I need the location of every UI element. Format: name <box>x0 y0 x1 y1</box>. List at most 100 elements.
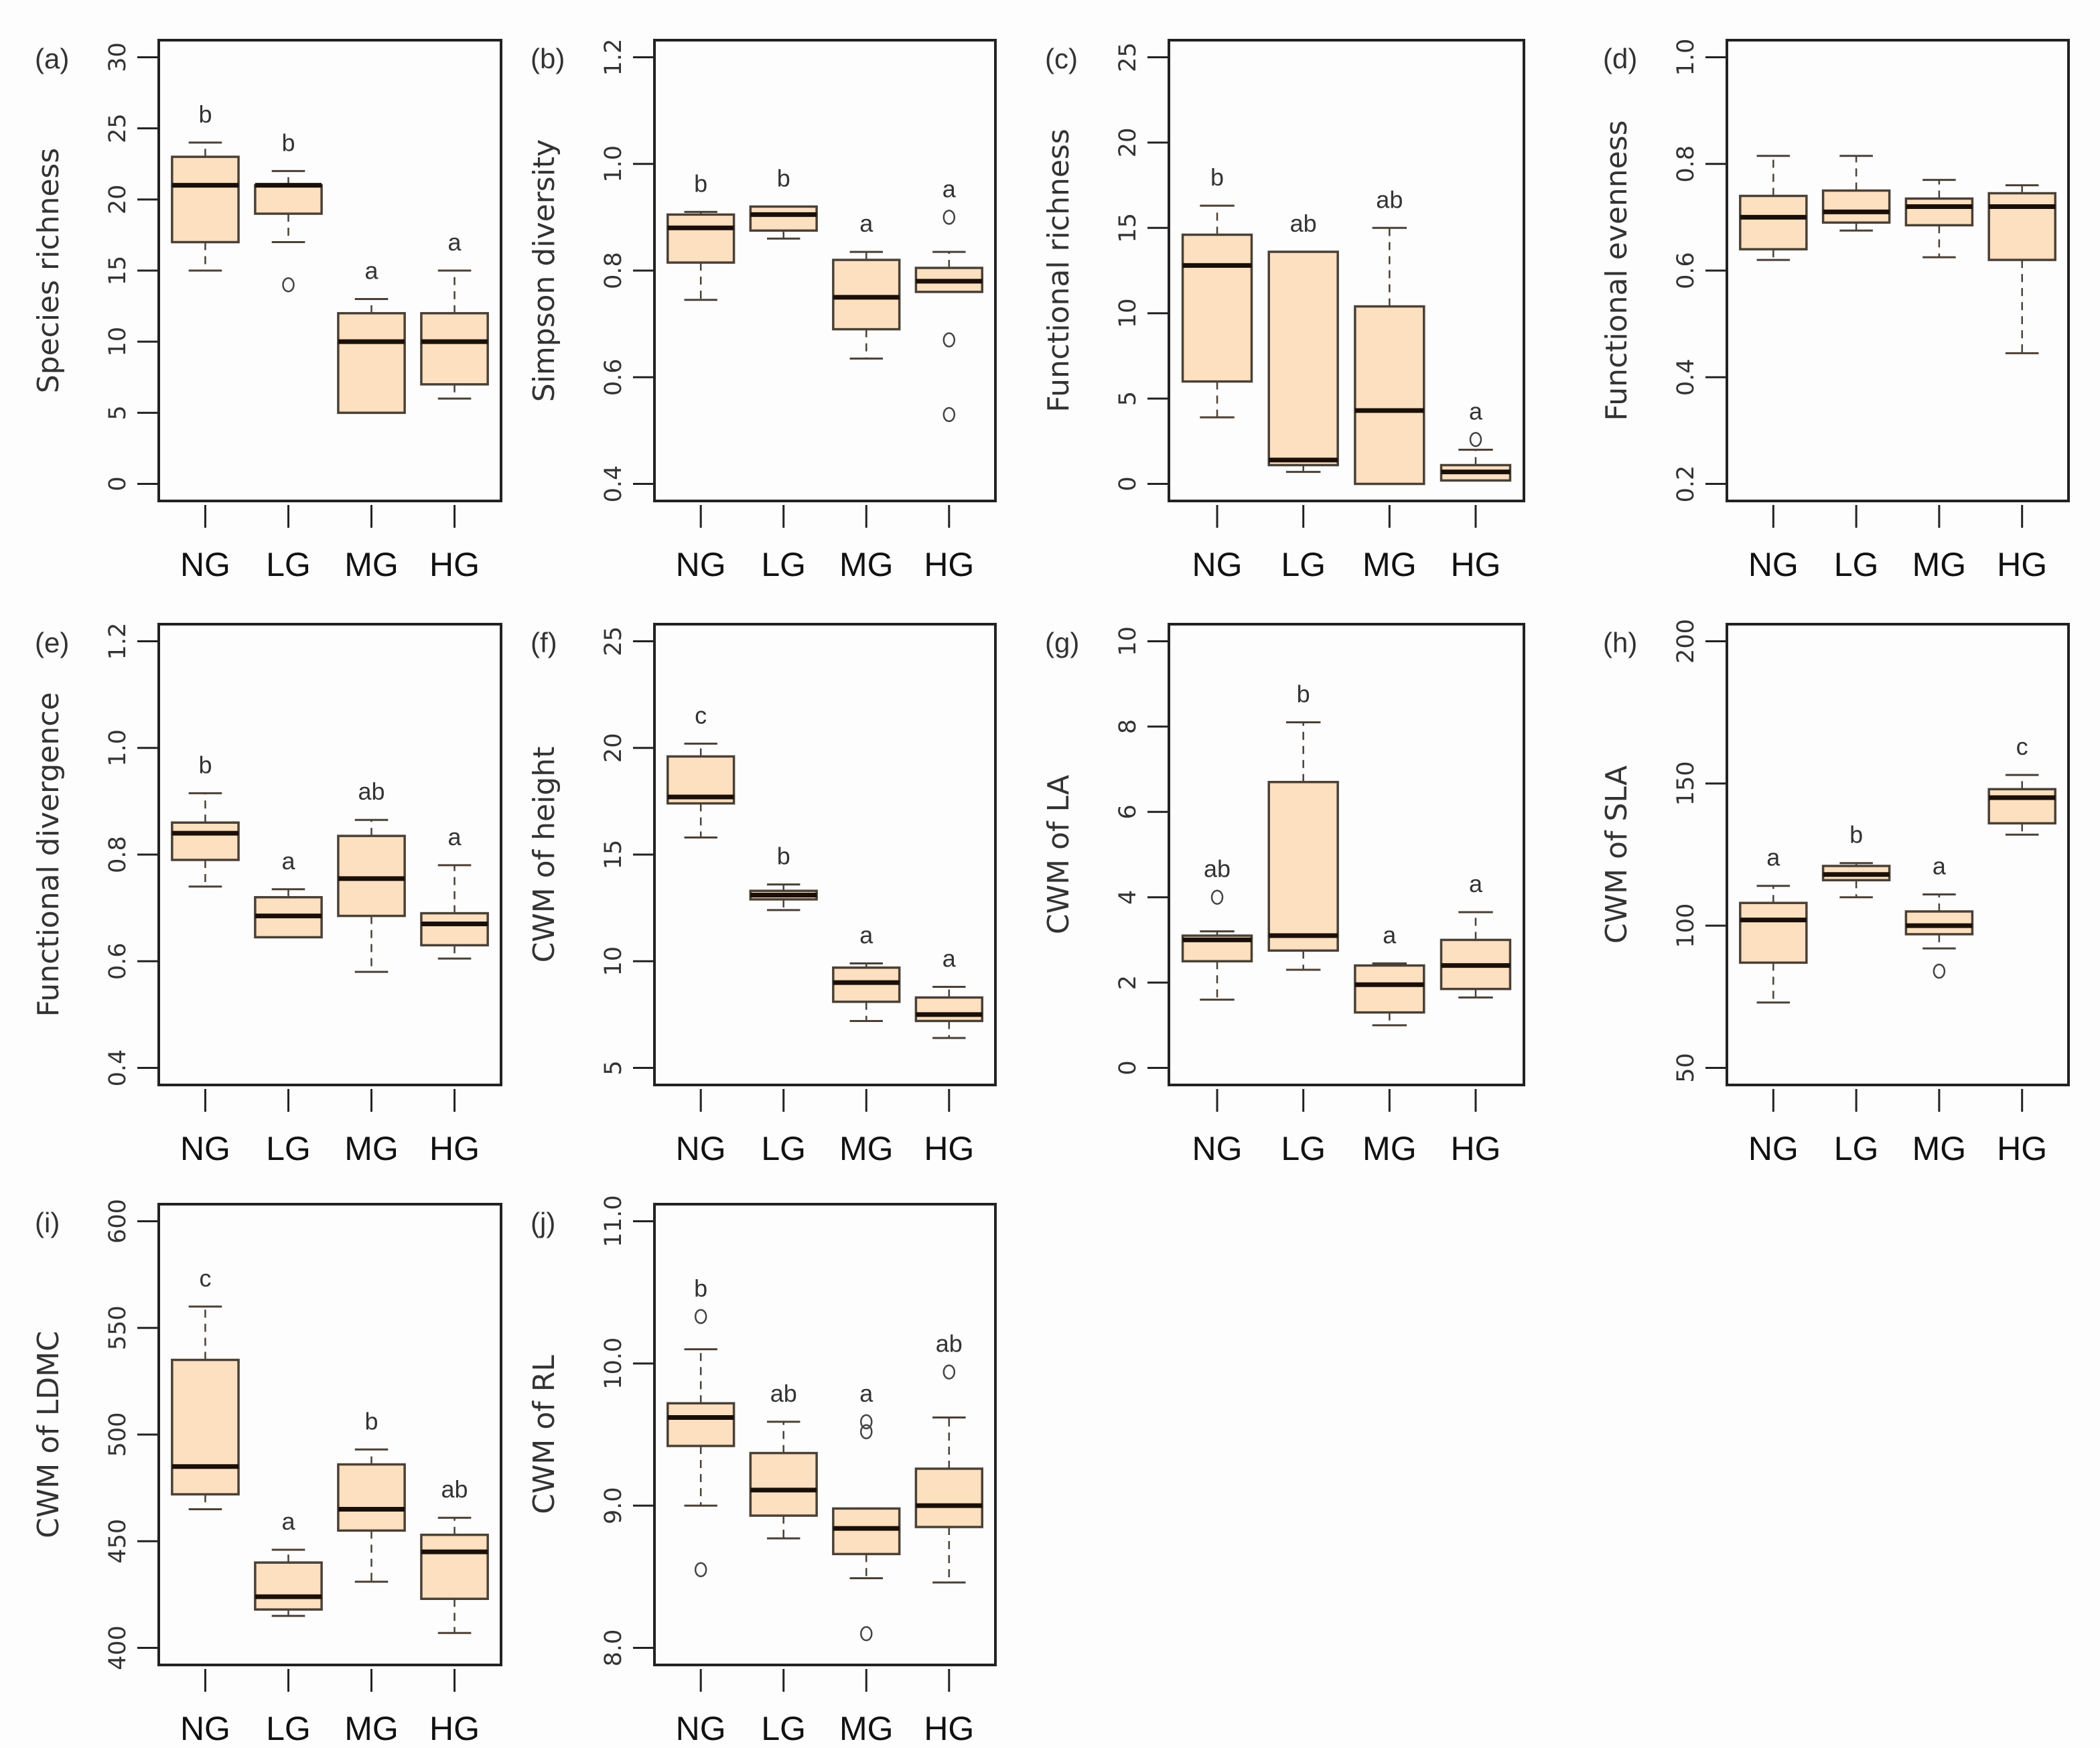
panel-e: 0.4 0.6 0.8 1.0 1.2 Functional divergence (e) N… <box>31 623 502 1167</box>
y-tick-label: 1.0 <box>104 729 131 767</box>
outlier-point <box>942 1364 956 1380</box>
box-LG: b <box>749 164 818 240</box>
y-tick-label: 0 <box>1115 1060 1141 1075</box>
box-HG: c <box>1987 733 2056 836</box>
y-tick-label: 450 <box>104 1519 131 1564</box>
box-LG <box>1821 155 1891 232</box>
x-tick-label-LG: LG <box>761 1710 806 1747</box>
iqr-box <box>171 1358 240 1496</box>
x-tick-label-NG: NG <box>180 1130 230 1167</box>
y-tick-label: 15 <box>600 840 627 870</box>
box-MG: a <box>832 921 901 1022</box>
x-tick-label-MG: MG <box>344 1130 399 1167</box>
iqr-box <box>667 213 736 264</box>
significance-letter: a <box>942 944 957 972</box>
x-tick-label-HG: HG <box>924 546 974 583</box>
y-axis-title: CWM of RL <box>527 1355 561 1514</box>
box-MG <box>1904 179 1974 259</box>
box-MG: a <box>832 1380 901 1642</box>
panel-g: 0 2 4 6 8 10 CWM of LA (g) NG ab LG b MG a HG a <box>1042 623 1525 1167</box>
y-tick-label: 9.0 <box>600 1487 627 1524</box>
significance-letter: a <box>281 1508 295 1535</box>
y-tick-label: 15 <box>1115 213 1141 243</box>
outlier-point <box>860 1424 873 1440</box>
y-tick-label: 25 <box>600 626 627 656</box>
iqr-box <box>171 155 240 244</box>
significance-letter: a <box>859 210 873 237</box>
y-tick-label: 5 <box>1115 391 1141 406</box>
y-tick-label: 5 <box>600 1060 627 1075</box>
outlier-point <box>282 277 295 293</box>
x-tick-label-LG: LG <box>1834 1130 1879 1167</box>
panel-j: 8.0 9.0 10.0 11.0 CWM of RL (j) NG b LG ab MG a HG ab <box>527 1195 997 1747</box>
y-tick-label: 0.8 <box>104 836 131 873</box>
x-tick-label-NG: NG <box>676 1710 726 1747</box>
box-HG: a <box>914 944 983 1039</box>
outlier-point <box>1469 432 1482 447</box>
iqr-box <box>832 1507 901 1556</box>
box-LG: ab <box>1267 210 1339 474</box>
iqr-box <box>1181 233 1253 383</box>
box-LG: b <box>254 129 323 293</box>
panel-c: 0 5 10 15 20 25 Functional richness (c) NG b LG ab M… <box>1042 39 1525 583</box>
box-NG: ab <box>1181 855 1253 1001</box>
panel-label: (a) <box>35 43 69 74</box>
significance-letter: ab <box>1204 855 1231 883</box>
significance-letter: ab <box>1290 210 1317 237</box>
y-tick-label: 0 <box>104 476 131 491</box>
outlier-point <box>1933 963 1946 979</box>
box-LG: b <box>1821 821 1891 899</box>
iqr-box <box>171 821 240 861</box>
y-tick-label: 0.4 <box>104 1049 131 1087</box>
box-NG: c <box>171 1264 240 1510</box>
box-HG: a <box>914 175 983 423</box>
y-tick-label: 10 <box>600 946 627 976</box>
y-tick-label: 0.6 <box>104 942 131 980</box>
x-tick-label-LG: LG <box>266 1710 311 1747</box>
significance-letter: b <box>281 129 295 156</box>
y-tick-label: 0.4 <box>600 465 627 503</box>
box-MG: ab <box>1354 186 1425 486</box>
y-axis-title: Functional evenness <box>1600 120 1634 421</box>
significance-letter: b <box>777 843 790 870</box>
significance-letter: c <box>2016 733 2028 760</box>
x-tick-label-LG: LG <box>266 546 311 583</box>
panel-h: 50 100 150 200 CWM of SLA (h) NG a LG b MG a HG c <box>1600 619 2070 1167</box>
y-tick-label: 10.0 <box>600 1337 627 1390</box>
significance-letter: a <box>1469 397 1483 425</box>
panel-label: (g) <box>1045 627 1079 658</box>
significance-letter: c <box>199 1264 211 1292</box>
x-tick-label-NG: NG <box>1748 546 1799 583</box>
x-tick-label-HG: HG <box>924 1710 974 1747</box>
panel-label: (f) <box>531 627 557 658</box>
y-tick-label: 400 <box>104 1625 131 1670</box>
y-tick-label: 30 <box>104 42 131 72</box>
y-tick-label: 2 <box>1115 975 1141 990</box>
box-HG: a <box>1440 397 1512 482</box>
significance-letter: a <box>942 175 957 202</box>
x-tick-label-NG: NG <box>1192 546 1243 583</box>
significance-letter: ab <box>770 1380 797 1407</box>
box-NG: b <box>171 100 240 272</box>
y-tick-label: 8 <box>1115 719 1141 734</box>
box-HG: a <box>420 228 489 400</box>
box-NG: b <box>667 1274 736 1577</box>
x-tick-label-MG: MG <box>839 1130 894 1167</box>
plot-frame <box>1726 39 2070 502</box>
iqr-box <box>914 1467 983 1528</box>
outlier-point <box>860 1626 873 1642</box>
significance-letter: b <box>777 164 790 192</box>
box-NG: c <box>667 701 736 839</box>
outlier-point <box>694 1309 707 1325</box>
x-tick-label-LG: LG <box>1281 546 1326 583</box>
outlier-point <box>1210 889 1224 905</box>
y-tick-label: 500 <box>104 1412 131 1457</box>
iqr-box <box>337 1463 406 1532</box>
panel-label: (h) <box>1603 627 1637 658</box>
panel-b: 0.4 0.6 0.8 1.0 1.2 Simpson diversity (b) NG b LG… <box>527 39 997 583</box>
panel-d: 0.2 0.4 0.6 0.8 1.0 Functional evenness (d) NG L… <box>1600 39 2070 583</box>
y-tick-label: 150 <box>1673 761 1699 806</box>
outlier-point <box>860 1414 873 1430</box>
y-tick-label: 5 <box>104 405 131 420</box>
